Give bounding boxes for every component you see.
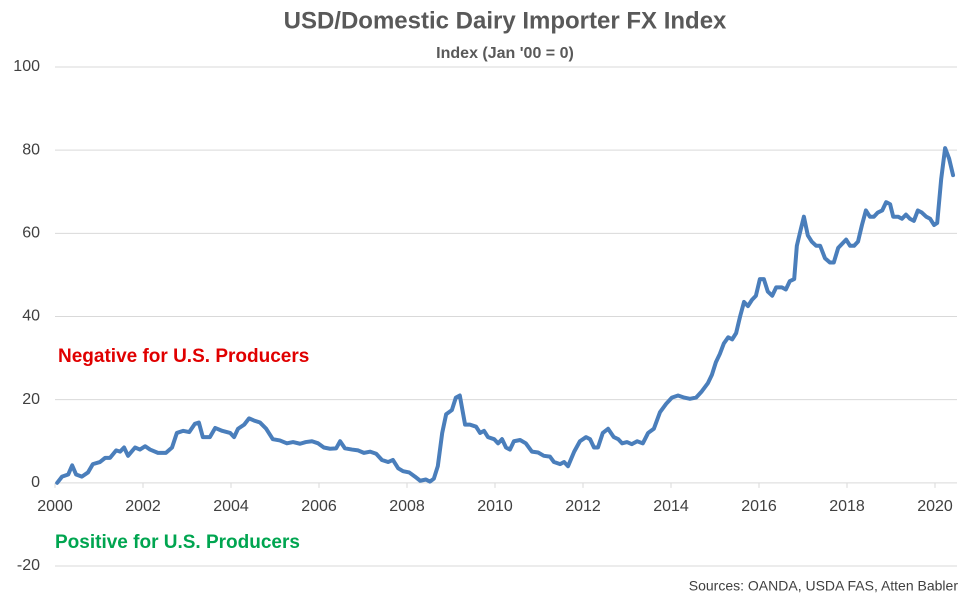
x-tick-label: 2012 <box>565 498 601 515</box>
x-tick-label: 2006 <box>301 498 337 515</box>
x-tick-label: 2000 <box>37 498 73 515</box>
x-tick-label: 2018 <box>829 498 865 515</box>
annotation: Negative for U.S. Producers <box>58 346 309 367</box>
x-tick-label: 2014 <box>653 498 689 515</box>
chart-title: USD/Domestic Dairy Importer FX Index <box>284 7 727 34</box>
series-line <box>55 146 956 485</box>
source-note: Sources: OANDA, USDA FAS, Atten Babler <box>689 578 959 594</box>
y-tick-label: 60 <box>22 225 40 242</box>
x-tick-label: 2004 <box>213 498 249 515</box>
x-tick-label: 2002 <box>125 498 161 515</box>
y-tick-label: 0 <box>31 474 40 491</box>
chart-subtitle: Index (Jan '00 = 0) <box>436 45 574 62</box>
annotation: Positive for U.S. Producers <box>55 532 300 553</box>
x-tick-label: 2016 <box>741 498 777 515</box>
y-tick-label: -20 <box>17 557 40 574</box>
x-tick-label: 2008 <box>389 498 425 515</box>
y-tick-label: 20 <box>22 391 40 408</box>
x-tick-label: 2020 <box>917 498 953 515</box>
y-tick-label: 40 <box>22 308 40 325</box>
x-tick-label: 2010 <box>477 498 513 515</box>
y-tick-label: 80 <box>22 141 40 158</box>
y-tick-label: 100 <box>13 58 40 75</box>
